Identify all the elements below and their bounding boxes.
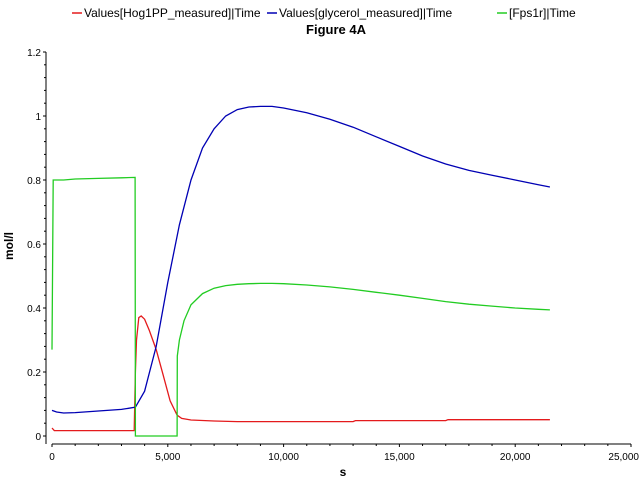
x-tick-label: 5,000 (155, 452, 180, 463)
y-tick-label: 0.6 (27, 240, 41, 251)
series-line-3 (51, 176, 550, 437)
x-tick-label: 20,000 (500, 452, 531, 463)
y-tick-label: 1 (35, 112, 41, 123)
y-tick-label: 0.8 (27, 176, 41, 187)
legend-entry: [Fps1r]|Time (509, 6, 576, 20)
series-group (51, 105, 551, 437)
y-tick-label: 0 (35, 432, 41, 443)
y-axis-ticks: 0 0.2 0.4 0.6 0.8 1 1.2 (27, 48, 46, 443)
legend: Values[Hog1PP_measured]|Time Values[glyce… (72, 6, 576, 20)
y-tick-label: 1.2 (27, 48, 41, 59)
axes (45, 52, 631, 445)
y-tick-label: 0.4 (27, 304, 41, 315)
chart-title: Figure 4A (306, 22, 367, 37)
x-tick-label: 10,000 (268, 452, 299, 463)
legend-entry: Values[Hog1PP_measured]|Time (84, 6, 261, 20)
series-line-1 (51, 315, 550, 432)
series-line-2 (51, 105, 551, 414)
x-axis-ticks: 0 5,000 10,000 15,000 20,000 25,000 (49, 444, 639, 463)
x-tick-label: 15,000 (384, 452, 415, 463)
legend-entry: Values[glycerol_measured]|Time (279, 6, 453, 20)
x-axis-label: s (340, 465, 347, 479)
x-tick-label: 25,000 (608, 452, 639, 463)
y-axis-label: mol/l (2, 232, 16, 260)
x-tick-label: 0 (49, 452, 55, 463)
y-tick-label: 0.2 (27, 368, 41, 379)
